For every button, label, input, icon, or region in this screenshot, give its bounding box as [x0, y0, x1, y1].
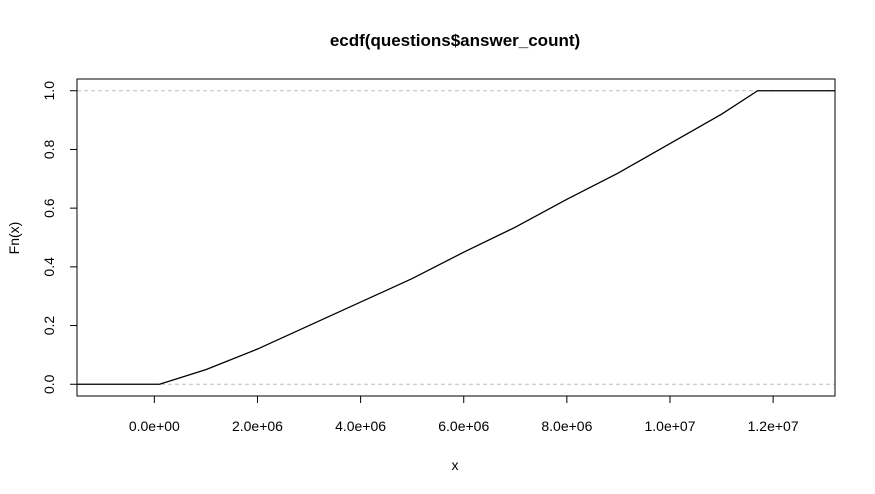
y-tick-label-2: 0.4 [41, 257, 57, 277]
plot-frame [76, 78, 836, 397]
x-tick-label-6: 1.2e+07 [748, 418, 799, 434]
y-tick-label-1: 0.2 [41, 316, 57, 336]
x-tick-label-2: 4.0e+06 [335, 418, 386, 434]
y-tick-label-5: 1.0 [41, 81, 57, 101]
x-tick-label-1: 2.0e+06 [232, 418, 283, 434]
ecdf-series-line [77, 90, 835, 385]
x-tick-label-4: 8.0e+06 [541, 418, 592, 434]
x-tick-label-3: 6.0e+06 [438, 418, 489, 434]
chart-title: ecdf(questions$answer_count) [330, 31, 580, 50]
y-tick-label-3: 0.6 [41, 198, 57, 218]
x-tick-label-5: 1.0e+07 [644, 418, 695, 434]
x-axis-label: x [452, 457, 459, 473]
x-tick-label-0: 0.0e+00 [129, 418, 180, 434]
y-tick-label-0: 0.0 [41, 374, 57, 394]
y-tick-label-4: 0.8 [41, 140, 57, 160]
y-axis-label: Fn(x) [6, 222, 22, 255]
